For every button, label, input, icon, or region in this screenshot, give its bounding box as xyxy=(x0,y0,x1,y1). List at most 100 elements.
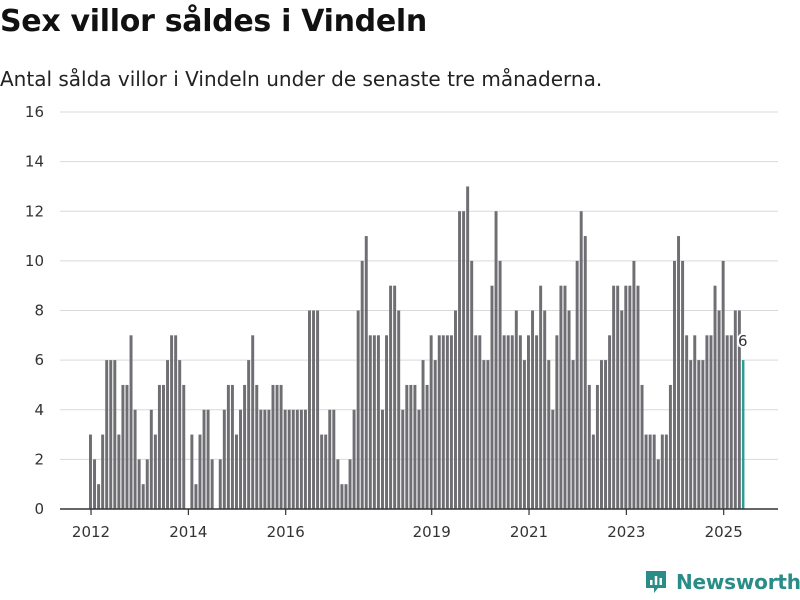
bar xyxy=(535,335,539,509)
bar xyxy=(591,434,595,509)
bar xyxy=(113,360,117,510)
x-axis: 2012 2014 2016 2019 2021 2023 2025 xyxy=(60,508,778,541)
bar xyxy=(636,285,640,509)
bar xyxy=(409,384,413,509)
bar xyxy=(543,310,547,509)
bar xyxy=(624,285,628,509)
bar xyxy=(737,310,741,509)
gridlines xyxy=(60,111,778,460)
bar xyxy=(295,409,299,509)
y-axis: 0 2 4 6 8 10 12 14 16 xyxy=(25,103,44,518)
bar xyxy=(137,459,141,510)
x-tick-label: 2021 xyxy=(510,523,548,541)
bar xyxy=(259,409,263,509)
bar xyxy=(612,285,616,509)
bar xyxy=(486,360,490,510)
bar xyxy=(668,384,672,509)
bar xyxy=(101,434,105,509)
bar xyxy=(677,236,681,509)
bar xyxy=(741,360,745,510)
bar xyxy=(283,409,287,509)
bar xyxy=(299,409,303,509)
bar xyxy=(125,384,129,509)
bar xyxy=(312,310,316,509)
bar xyxy=(376,335,380,509)
bar xyxy=(462,211,466,509)
bar xyxy=(372,335,376,509)
bar xyxy=(328,409,332,509)
bar xyxy=(640,384,644,509)
bar xyxy=(506,335,510,509)
bar xyxy=(182,384,186,509)
bar xyxy=(579,211,583,509)
bar xyxy=(470,260,474,510)
bar xyxy=(551,409,555,509)
bar xyxy=(174,335,178,509)
bar xyxy=(308,310,311,509)
x-tick-label: 2025 xyxy=(705,523,743,541)
bar xyxy=(660,434,664,509)
bar xyxy=(620,310,624,509)
bar xyxy=(157,384,161,509)
newsworthy-logo[interactable]: Newsworthy xyxy=(644,569,800,595)
bar xyxy=(230,384,234,509)
bar xyxy=(287,409,291,509)
bar xyxy=(170,335,174,509)
bar xyxy=(198,434,202,509)
bar xyxy=(693,335,697,509)
bar xyxy=(441,335,445,509)
bar xyxy=(652,434,656,509)
bar xyxy=(344,484,348,509)
bars xyxy=(89,186,745,510)
bar xyxy=(721,260,725,510)
bar xyxy=(247,360,251,510)
bar xyxy=(320,434,324,509)
bar xyxy=(632,260,636,510)
bar xyxy=(97,484,101,509)
bar xyxy=(405,384,409,509)
bar xyxy=(514,310,518,509)
y-tick-label: 6 xyxy=(34,351,44,369)
bar xyxy=(239,409,243,509)
bar xyxy=(178,360,182,510)
bar xyxy=(567,310,571,509)
bar xyxy=(381,409,384,509)
bar xyxy=(559,285,563,509)
bar xyxy=(356,310,360,509)
bar xyxy=(413,384,417,509)
bar xyxy=(555,335,559,509)
bar xyxy=(222,409,226,509)
bar xyxy=(129,335,133,509)
bar xyxy=(255,384,259,509)
bar xyxy=(433,360,437,510)
bar xyxy=(141,484,145,509)
y-tick-label: 14 xyxy=(25,153,44,171)
bar xyxy=(454,310,457,509)
bar xyxy=(494,211,498,509)
bar xyxy=(360,260,364,510)
chart-title: Sex villor såldes i Vindeln xyxy=(0,4,427,39)
y-tick-label: 16 xyxy=(25,103,44,121)
x-tick-label: 2012 xyxy=(72,523,110,541)
bar xyxy=(145,459,149,510)
bar xyxy=(709,335,713,509)
bar xyxy=(429,335,433,509)
newsworthy-logo-icon xyxy=(646,571,666,593)
bar xyxy=(93,459,97,510)
bar xyxy=(510,335,514,509)
bar xyxy=(697,360,701,510)
bar xyxy=(522,360,526,510)
bar xyxy=(206,409,210,509)
bar xyxy=(725,335,729,509)
bar xyxy=(202,409,206,509)
bar xyxy=(628,285,632,509)
bar xyxy=(190,434,194,509)
bar xyxy=(713,285,717,509)
bar xyxy=(324,434,328,509)
bar xyxy=(291,409,295,509)
bar xyxy=(153,434,157,509)
bar xyxy=(587,384,591,509)
bar xyxy=(664,434,668,509)
bar xyxy=(563,285,567,509)
